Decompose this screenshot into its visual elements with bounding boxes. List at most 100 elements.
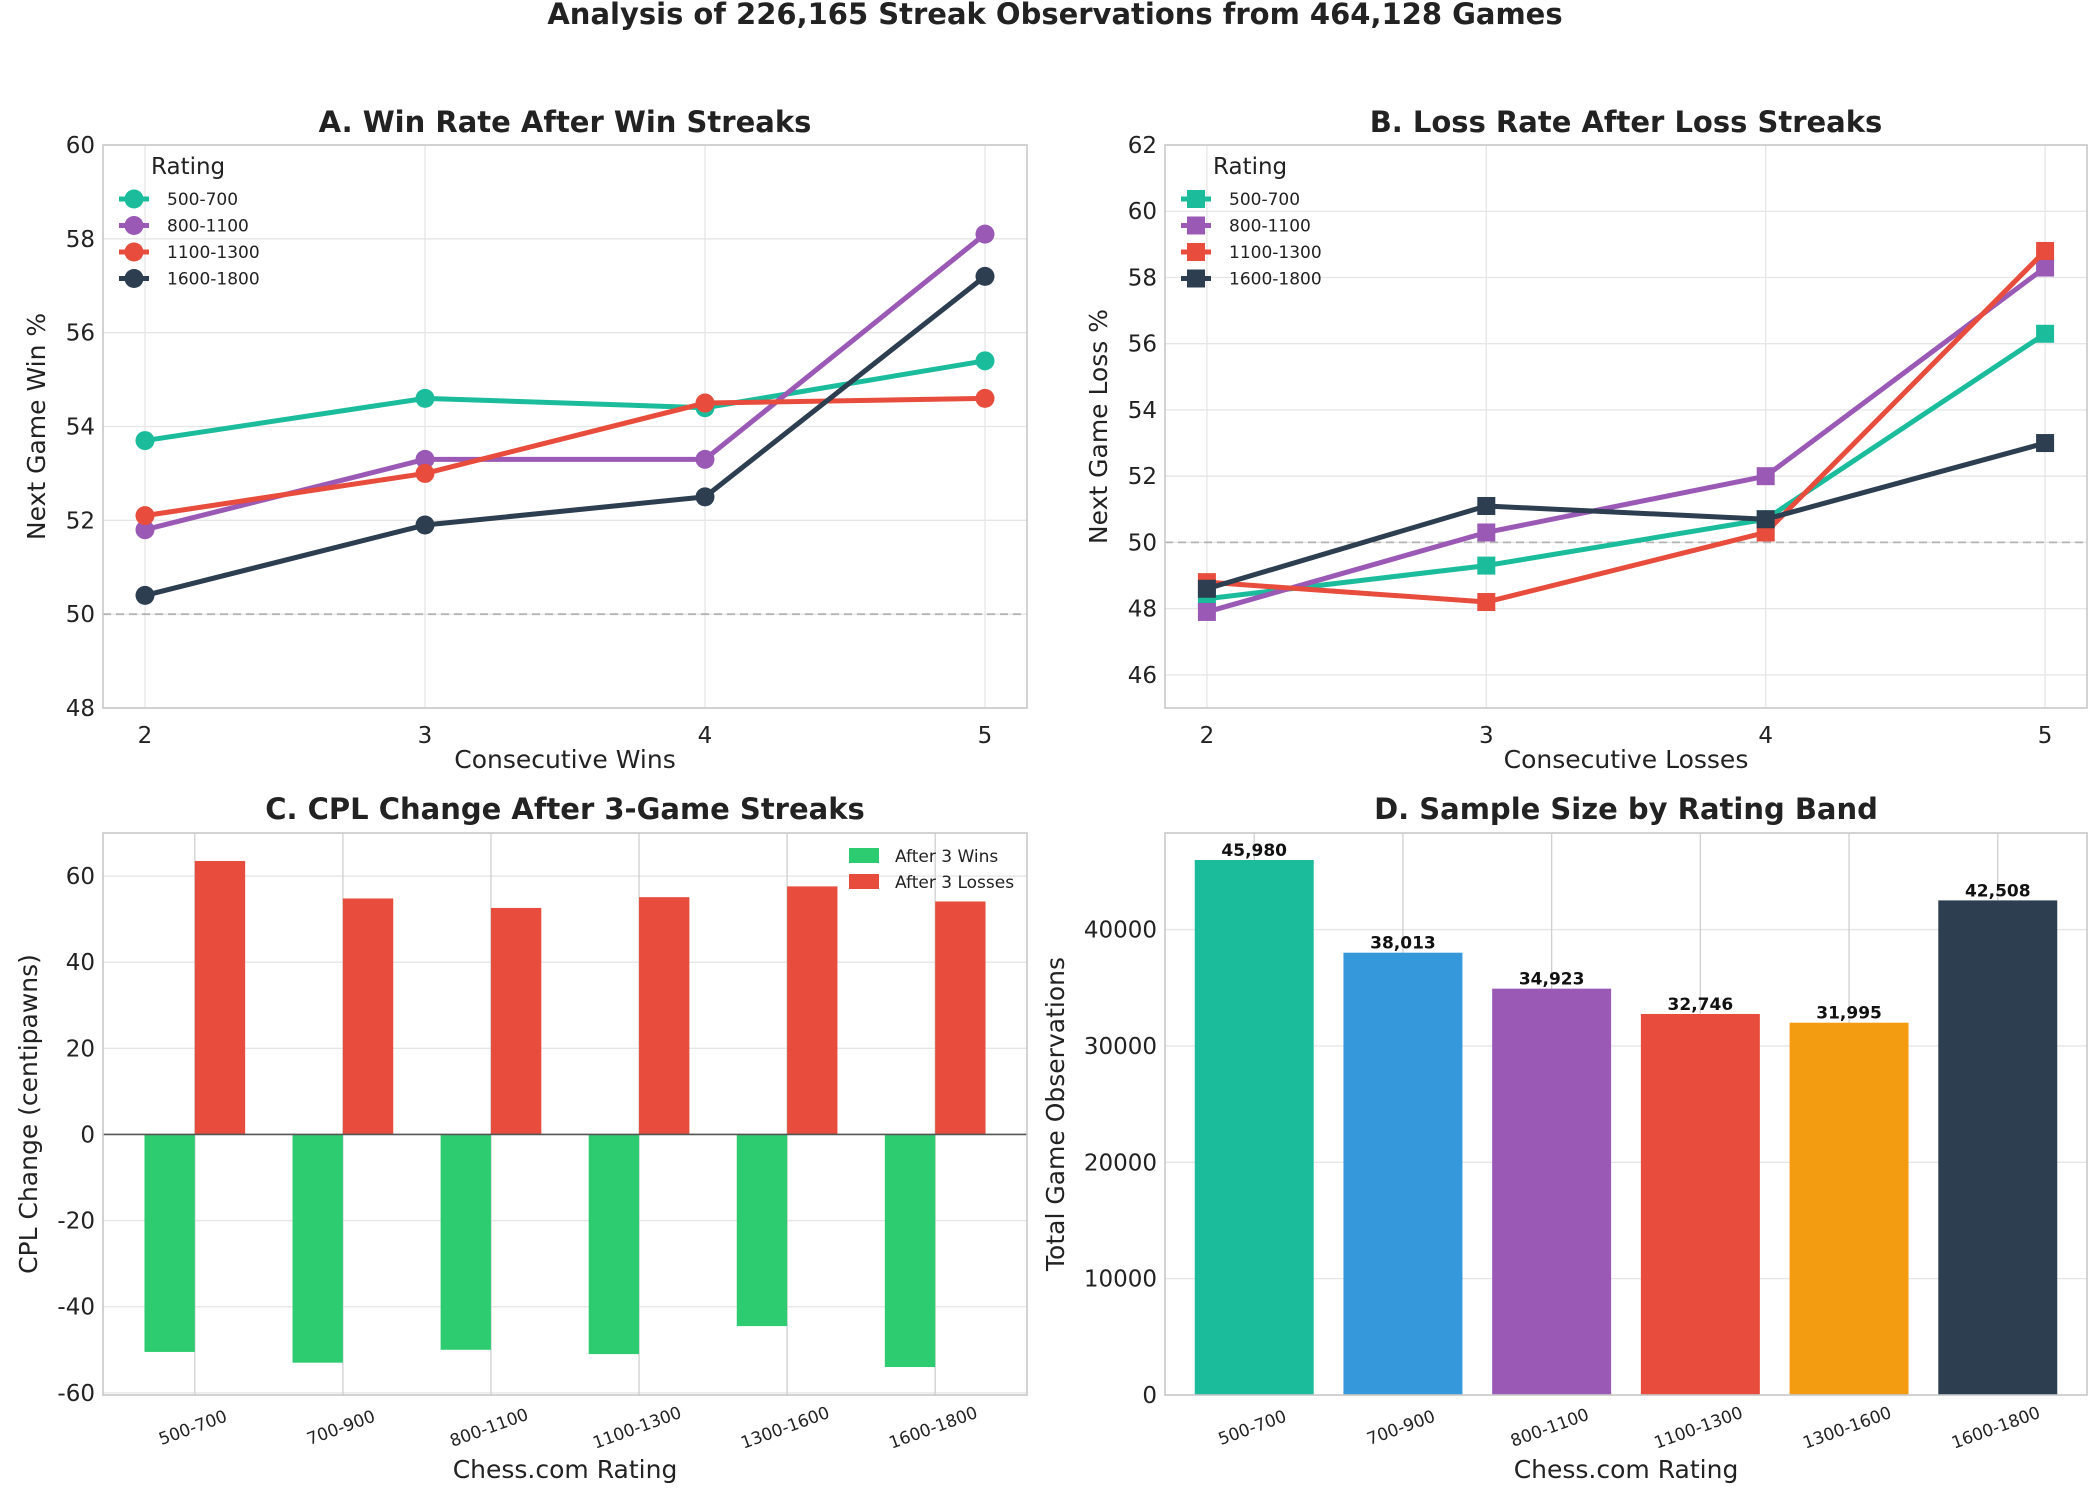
panel-A-data-point xyxy=(415,449,435,469)
panel-B-series xyxy=(1197,258,2055,621)
panel-B-x-tick-label: 4 xyxy=(1758,723,1773,749)
panel-B-series-line xyxy=(1204,248,2048,605)
panel-A-series-line xyxy=(142,395,988,519)
panel-B-x-axis-label: Consecutive Losses xyxy=(1504,745,1749,774)
panel-B-data-point xyxy=(1477,523,1496,542)
panel-A-legend-label: 800-1100 xyxy=(167,217,249,237)
panel-C-legend-label: After 3 Wins xyxy=(895,847,998,867)
panel-D-bar xyxy=(1789,1022,1909,1395)
panel-D: 0 10000 20000 30000 40000 45,980 38,013 34,923 3… xyxy=(1041,792,2088,1484)
panel-B-series-line xyxy=(1204,265,2048,615)
panel-C-y-tick-label: -20 xyxy=(57,1209,95,1235)
panel-A-data-point xyxy=(975,351,995,371)
panel-D-bar xyxy=(1640,1013,1760,1395)
panel-A-data-point xyxy=(975,266,995,286)
panel-D-frame xyxy=(1164,832,2088,1396)
panel-A-data-point xyxy=(135,520,155,540)
panel-B-y-tick-label: 56 xyxy=(1128,332,1157,358)
panel-B-series-line xyxy=(1204,331,2048,602)
panel-A-data-point xyxy=(135,506,155,526)
panel-B-frame xyxy=(1164,144,2088,709)
panel-D-bar-value-label: 34,923 xyxy=(1519,970,1585,990)
panel-B-legend-label: 800-1100 xyxy=(1229,217,1311,237)
panel-B-y-tick-label: 46 xyxy=(1128,663,1157,689)
panel-C-bar xyxy=(292,1134,343,1363)
panel-B-legend-title: Rating xyxy=(1213,154,1287,180)
panel-A-legend-label: 1600-1800 xyxy=(167,270,260,290)
panel-C-y-tick-label: 20 xyxy=(66,1036,95,1062)
panel-D-bar xyxy=(1492,988,1612,1395)
panel-D-y-tick-label: 40000 xyxy=(1084,918,1157,944)
panel-D-bar-value-label: 32,746 xyxy=(1668,995,1734,1015)
panel-B-data-point xyxy=(1756,510,1775,529)
panel-A-data-point xyxy=(695,449,715,469)
panel-A-legend-swatch-marker xyxy=(124,242,144,262)
panel-D-y-tick-label: 10000 xyxy=(1084,1267,1157,1293)
panel-A-series xyxy=(135,388,995,526)
panel-B-data-point xyxy=(2036,324,2055,343)
panel-D-bar xyxy=(1343,952,1463,1395)
panel-B-data-point xyxy=(1197,602,1216,621)
panel-C-series xyxy=(144,1134,936,1368)
panel-B-data-point xyxy=(1477,556,1496,575)
panel-A-y-tick-label: 54 xyxy=(66,415,95,441)
panel-A-data-point xyxy=(975,388,995,408)
panel-B-data-point xyxy=(1477,496,1496,515)
panel-A: 48 50 52 54 56 58 60 2 3 4 5 Rating 500-700 800-1100 1… xyxy=(22,105,1028,774)
panel-A-legend-title: Rating xyxy=(151,154,225,180)
panel-C-series xyxy=(194,860,986,1135)
panel-A-y-tick-label: 48 xyxy=(66,696,95,722)
panel-B-y-tick-label: 60 xyxy=(1128,199,1157,225)
panel-B-data-point xyxy=(1197,579,1216,598)
panel-B-y-tick-label: 54 xyxy=(1128,398,1157,424)
panel-C-bar xyxy=(935,901,986,1135)
panel-B-data-point xyxy=(1756,467,1775,486)
panel-B-data-point xyxy=(1477,593,1496,612)
panel-B-y-tick-label: 58 xyxy=(1128,265,1157,291)
panel-D-x-axis-label: Chess.com Rating xyxy=(1514,1455,1739,1484)
panel-C-x-axis-label: Chess.com Rating xyxy=(453,1455,678,1484)
panel-A-y-tick-label: 58 xyxy=(66,227,95,253)
panel-D-bar-value-label: 42,508 xyxy=(1965,881,2031,901)
panel-A-y-axis-label: Next Game Win % xyxy=(22,313,51,540)
panel-B-y-tick-label: 48 xyxy=(1128,597,1157,623)
panel-C-bar xyxy=(194,860,246,1135)
panel-C-y-axis-label: CPL Change (centipawns) xyxy=(14,954,43,1274)
panel-C-frame xyxy=(102,832,1028,1396)
panel-C-legend-swatch xyxy=(849,874,879,889)
panel-D-y-tick-label: 30000 xyxy=(1084,1034,1157,1060)
panel-A-x-tick-label: 5 xyxy=(978,723,993,749)
panel-C-y-tick-label: 60 xyxy=(66,864,95,890)
panel-A-data-point xyxy=(695,487,715,507)
panel-D-y-axis-label: Total Game Observations xyxy=(1041,957,1070,1272)
panel-D-y-tick-label: 20000 xyxy=(1084,1150,1157,1176)
panel-B-legend-swatch-marker xyxy=(1187,216,1205,235)
panel-A-y-tick-label: 52 xyxy=(66,508,95,534)
panel-D-title: D. Sample Size by Rating Band xyxy=(1374,792,1878,826)
panel-A-data-point xyxy=(415,388,435,408)
panel-B: 46 48 50 52 54 56 58 60 62 2 3 4 5 Rating 500-700 800-1… xyxy=(1084,105,2088,774)
panel-B-y-axis-label: Next Game Loss % xyxy=(1084,309,1113,544)
panel-C-bar xyxy=(787,886,838,1135)
panel-C-legend-label: After 3 Losses xyxy=(895,873,1014,893)
panel-D-bar-value-label: 31,995 xyxy=(1816,1004,1882,1024)
panel-C-bar xyxy=(440,1134,491,1350)
panel-B-x-tick-label: 3 xyxy=(1479,723,1494,749)
panel-B-y-tick-label: 52 xyxy=(1128,464,1157,490)
panel-C-bar xyxy=(342,898,394,1135)
panel-B-y-tick-label: 62 xyxy=(1128,133,1157,159)
panel-A-x-tick-label: 4 xyxy=(698,723,713,749)
panel-C-title: C. CPL Change After 3-Game Streaks xyxy=(265,792,865,826)
panel-C-y-tick-label: 0 xyxy=(80,1122,95,1148)
panel-D-bar xyxy=(1194,859,1314,1395)
panel-B-data-point xyxy=(2036,258,2055,277)
panel-B-data-point xyxy=(2036,241,2055,260)
panel-B-title: B. Loss Rate After Loss Streaks xyxy=(1370,105,1883,139)
panel-A-y-tick-label: 50 xyxy=(66,602,95,628)
panel-B-data-point xyxy=(2036,434,2055,453)
panel-D-y-tick-label: 0 xyxy=(1142,1383,1157,1409)
panel-A-data-point xyxy=(135,431,155,451)
panel-A-data-point xyxy=(695,393,715,413)
figure-title: Analysis of 226,165 Streak Observations … xyxy=(547,0,1562,31)
panel-C-bar xyxy=(490,907,542,1135)
